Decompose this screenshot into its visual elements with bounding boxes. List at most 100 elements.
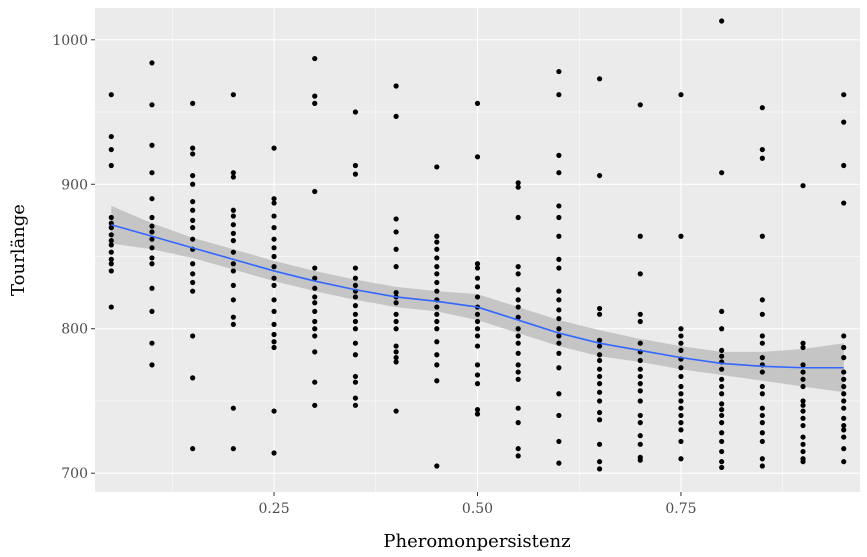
data-point	[352, 303, 359, 309]
data-point	[678, 233, 684, 239]
data-point	[841, 422, 847, 429]
data-point	[230, 213, 236, 219]
data-point	[271, 297, 277, 303]
data-point	[759, 391, 765, 397]
data-point	[637, 381, 643, 387]
data-point	[515, 369, 521, 375]
data-point	[759, 105, 765, 111]
data-point	[474, 275, 481, 281]
data-point	[108, 133, 114, 140]
data-point	[149, 308, 155, 315]
data-point	[800, 415, 806, 421]
data-point	[474, 372, 481, 378]
data-point	[800, 383, 806, 390]
data-point	[841, 369, 847, 375]
data-point	[149, 340, 155, 346]
data-point	[759, 383, 765, 390]
y-axis-title: Tourlänge	[8, 204, 29, 296]
data-point	[515, 287, 521, 293]
data-point	[596, 441, 603, 447]
data-point	[556, 203, 562, 209]
data-point	[230, 297, 236, 303]
data-point	[474, 154, 481, 160]
data-point	[474, 311, 481, 317]
data-point	[108, 238, 114, 244]
data-point	[271, 408, 277, 414]
data-point	[678, 373, 684, 380]
data-point	[393, 83, 399, 89]
data-point	[230, 282, 236, 288]
data-point	[596, 373, 603, 380]
data-point	[678, 333, 684, 339]
x-tick-label: 0.75	[665, 501, 696, 517]
data-point	[474, 343, 481, 349]
data-point	[434, 233, 440, 239]
data-point	[230, 446, 236, 452]
data-point	[596, 417, 603, 423]
data-point	[352, 294, 359, 300]
data-point	[149, 255, 155, 261]
major-gridlines	[95, 8, 860, 492]
data-point	[678, 326, 684, 332]
data-point	[678, 438, 684, 445]
data-point	[759, 333, 765, 339]
data-point	[637, 441, 643, 447]
data-point	[637, 271, 643, 277]
data-point	[515, 264, 521, 270]
data-point	[190, 145, 196, 151]
data-point	[719, 347, 725, 354]
data-point	[759, 155, 765, 161]
data-point	[230, 321, 236, 328]
data-point	[556, 256, 562, 262]
data-point	[352, 402, 359, 408]
data-point	[596, 459, 603, 465]
data-point	[149, 60, 155, 66]
data-point	[556, 214, 562, 221]
data-point	[596, 172, 603, 179]
data-point	[108, 214, 114, 221]
data-point	[312, 402, 318, 408]
data-point	[149, 285, 155, 291]
data-point	[474, 100, 481, 106]
data-point	[515, 326, 521, 332]
data-point	[556, 233, 562, 239]
data-point	[637, 318, 643, 325]
data-point	[190, 225, 196, 231]
data-point	[556, 170, 562, 176]
data-point	[556, 438, 562, 445]
data-point	[393, 264, 399, 270]
data-point	[271, 331, 277, 338]
data-point	[230, 261, 236, 267]
data-point	[556, 460, 562, 466]
data-point	[556, 152, 562, 158]
data-point	[271, 450, 277, 456]
data-point	[474, 284, 481, 290]
data-point	[393, 113, 399, 119]
data-point	[352, 275, 359, 281]
data-point	[149, 362, 155, 368]
data-point	[637, 357, 643, 364]
smooth-line-layer	[111, 223, 844, 369]
data-point	[271, 282, 277, 288]
data-point	[271, 253, 277, 260]
data-point	[230, 314, 236, 320]
data-point	[474, 411, 481, 417]
data-point	[230, 238, 236, 244]
data-point	[515, 376, 521, 382]
data-point	[271, 264, 277, 270]
data-point	[841, 383, 847, 390]
data-point	[759, 233, 765, 239]
data-point	[719, 366, 725, 372]
data-point	[393, 229, 399, 235]
data-point	[108, 232, 114, 238]
data-point	[515, 362, 521, 368]
data-point	[596, 381, 603, 387]
data-point	[556, 288, 562, 294]
data-point	[190, 151, 196, 157]
data-point	[556, 68, 562, 75]
data-point	[434, 378, 440, 384]
data-point	[719, 401, 725, 407]
data-point	[719, 407, 725, 413]
data-point	[637, 366, 643, 372]
data-point	[678, 420, 684, 426]
